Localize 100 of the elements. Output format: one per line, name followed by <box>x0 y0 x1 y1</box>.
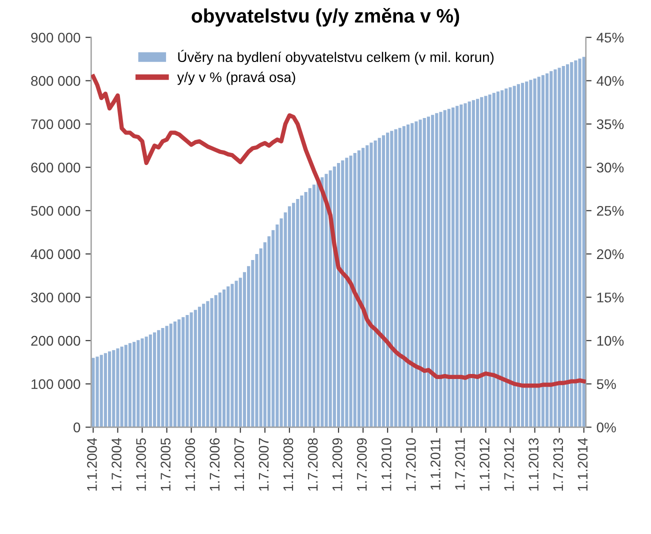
bar <box>165 326 168 428</box>
bar <box>566 64 570 428</box>
bar <box>492 92 496 428</box>
bar <box>190 312 193 428</box>
bar <box>496 92 500 428</box>
bar <box>136 340 140 428</box>
bar <box>578 58 582 428</box>
y-tick-label: 800 000 <box>31 76 80 86</box>
bar <box>554 69 557 428</box>
bar <box>447 108 450 428</box>
x-tick-label: 1.1.2013 <box>528 438 539 491</box>
y-tick-label: 900 000 <box>31 32 80 43</box>
bar <box>426 116 430 428</box>
x-tick-label: 1.7.2004 <box>112 438 122 491</box>
x-tick-label: 1.7.2011 <box>455 438 465 490</box>
bar <box>152 332 156 428</box>
y-tick-label: 500 000 <box>31 206 80 216</box>
x-tick-label: 1.1.2005 <box>136 438 146 491</box>
bar <box>324 174 328 428</box>
bar <box>341 160 344 428</box>
bar <box>300 195 304 428</box>
x-tick-label: 1.1.2012 <box>480 438 490 491</box>
bar <box>472 100 475 428</box>
bar <box>529 80 532 428</box>
bar <box>186 315 189 428</box>
bar <box>512 86 516 428</box>
bar <box>480 97 484 428</box>
bar <box>382 135 386 428</box>
bar <box>550 71 553 428</box>
bar <box>558 68 561 428</box>
y-tick-label: 300 000 <box>31 292 80 302</box>
bar <box>476 98 480 428</box>
bar <box>116 348 120 428</box>
y-tick-label: 400 000 <box>30 249 80 260</box>
bar <box>292 202 296 428</box>
bar <box>410 123 414 428</box>
bar <box>582 56 586 428</box>
x-tick-label: 1.7.2013 <box>553 438 564 491</box>
y-tick-label: 700 000 <box>31 119 80 130</box>
x-tick-label: 1.1.2007 <box>234 438 244 491</box>
bar <box>202 304 206 428</box>
y2-tick-label: 30% <box>596 162 624 172</box>
y-tick-label: 100 000 <box>32 379 80 390</box>
chart-title: obyvatelstvu (y/y změna v %) <box>192 8 460 27</box>
x-tick-label: 1.7.2008 <box>308 438 318 491</box>
bar <box>520 82 524 428</box>
bar <box>488 94 492 428</box>
bar <box>234 280 238 428</box>
bar <box>316 181 320 428</box>
bar <box>214 295 218 428</box>
bar <box>296 198 300 428</box>
bar <box>210 298 214 428</box>
bar <box>169 324 172 428</box>
bar <box>366 145 369 428</box>
y2-tick-label: 15% <box>597 292 624 302</box>
bar <box>357 150 360 428</box>
bar <box>345 158 348 428</box>
bar <box>353 153 356 428</box>
bar <box>304 192 308 428</box>
bar <box>435 113 438 428</box>
bar <box>541 75 544 428</box>
bar <box>132 342 136 428</box>
bar <box>206 301 210 428</box>
bar <box>456 106 459 428</box>
bar <box>308 188 312 428</box>
x-tick-label: 1.7.2007 <box>258 438 269 491</box>
bar <box>546 73 549 428</box>
x-tick-label: 1.1.2014 <box>578 438 588 491</box>
y2-tick-label: 10% <box>597 336 624 346</box>
bar <box>422 118 426 428</box>
x-tick-label: 1.1.2004 <box>87 438 97 491</box>
bar <box>451 108 455 428</box>
bar <box>312 184 316 428</box>
bar <box>336 162 340 428</box>
bar <box>394 129 398 428</box>
y2-tick-label: 20% <box>597 249 624 260</box>
legend-label: Úvěry na bydlení obyvatelstvu celkem (v mil. korun) <box>178 50 494 65</box>
bar <box>157 330 160 428</box>
bar <box>182 317 185 428</box>
bar <box>574 60 578 428</box>
bar <box>173 322 176 428</box>
bar <box>108 351 112 428</box>
bar <box>402 126 406 428</box>
bar <box>320 177 324 428</box>
bar <box>370 142 373 428</box>
bar <box>414 121 418 428</box>
bar <box>349 156 352 428</box>
x-tick-label: 1.1.2008 <box>283 438 294 491</box>
bar <box>100 354 103 428</box>
bar <box>525 82 528 428</box>
bar <box>161 328 164 428</box>
bar <box>120 346 124 428</box>
bar <box>460 104 463 428</box>
y-tick-label: 600 000 <box>31 162 80 172</box>
bar <box>198 306 202 428</box>
y2-tick-label: 45% <box>596 32 624 43</box>
bar <box>112 350 116 428</box>
bar <box>104 353 107 428</box>
x-tick-label: 1.7.2012 <box>504 438 514 491</box>
y2-tick-label: 40% <box>596 76 624 86</box>
